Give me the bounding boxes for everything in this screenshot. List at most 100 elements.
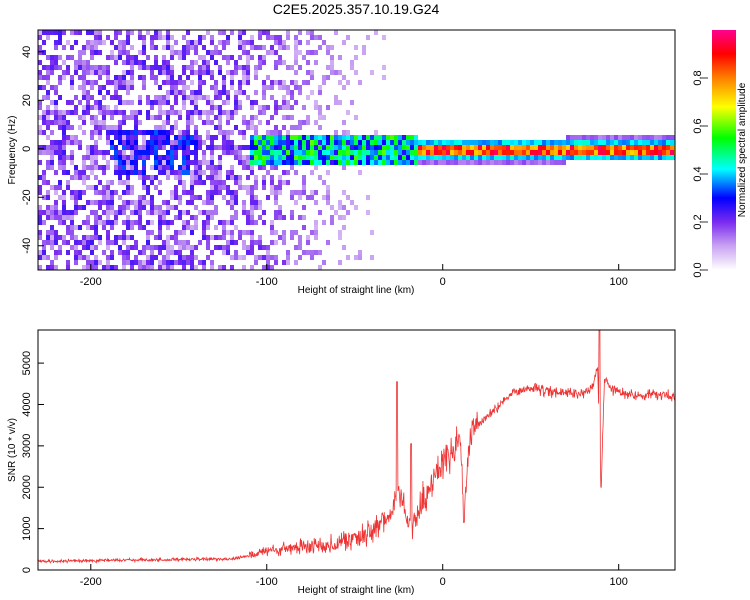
spectrogram-cell — [138, 35, 142, 40]
spectrogram-cell — [222, 135, 226, 140]
spectrogram-cell — [370, 160, 374, 165]
spectrogram-cell — [74, 60, 78, 65]
spectrogram-cell — [298, 155, 302, 160]
spectrogram-cell — [246, 245, 250, 250]
spectrogram-cell — [246, 120, 250, 125]
spectrogram-cell — [386, 150, 390, 155]
spectrogram-cell — [218, 95, 222, 100]
spectrogram-cell — [70, 80, 74, 85]
spectrogram-cell — [266, 245, 270, 250]
spectrogram-cell — [198, 55, 202, 60]
spectrogram-cell — [366, 140, 370, 145]
spectrogram-cell — [390, 140, 394, 145]
spectrogram-cell — [126, 140, 130, 145]
spectrogram-cell — [294, 125, 298, 130]
spectrogram-cell — [290, 150, 294, 155]
spectrogram-cell — [166, 255, 170, 260]
spectrogram-cell — [290, 95, 294, 100]
spectrogram-cell — [326, 155, 330, 160]
spectrogram-cell — [174, 90, 178, 95]
spectrogram-cell — [310, 250, 314, 255]
spectrogram-cell — [538, 150, 542, 155]
spectrogram-cell — [282, 100, 286, 105]
spectrogram-cell — [46, 235, 50, 240]
spectrogram-cell — [162, 35, 166, 40]
spectrogram-cell — [114, 105, 118, 110]
spectrogram-cell — [510, 150, 514, 155]
spectrogram-cell — [170, 70, 174, 75]
spectrogram-cell — [90, 245, 94, 250]
spectrogram-cell — [250, 45, 254, 50]
spectrogram-cell — [286, 65, 290, 70]
spectrogram-cell — [202, 170, 206, 175]
spectrogram-cell — [182, 95, 186, 100]
spectrogram-cell — [118, 45, 122, 50]
spectrogram-cell — [298, 135, 302, 140]
spectrogram-cell — [298, 150, 302, 155]
spectrogram-cell — [254, 100, 258, 105]
spectrogram-cell — [146, 220, 150, 225]
spectrogram-cell — [370, 255, 374, 260]
spectrogram-cell — [66, 40, 70, 45]
spectrogram-cell — [154, 80, 158, 85]
spectrogram-cell — [66, 265, 70, 270]
spectrogram-cell — [450, 145, 454, 150]
spectrogram-cell — [186, 160, 190, 165]
spectrogram-cell — [258, 200, 262, 205]
spectrogram-cell — [90, 115, 94, 120]
spectrogram-cell — [334, 145, 338, 150]
spectrogram-cell — [46, 65, 50, 70]
spectrogram-cell — [170, 35, 174, 40]
spectrogram-cell — [170, 45, 174, 50]
spectrogram-cell — [162, 245, 166, 250]
spectrogram-cell — [86, 165, 90, 170]
spectrogram-cell — [266, 105, 270, 110]
spectrogram-cell — [274, 215, 278, 220]
spectrogram-cell — [538, 145, 542, 150]
spectrogram-cell — [466, 150, 470, 155]
spectrogram-cell — [546, 155, 550, 160]
spectrogram-cell — [282, 155, 286, 160]
spectrogram-cell — [170, 265, 174, 270]
spectrogram-cell — [254, 175, 258, 180]
spectrogram-cell — [162, 265, 166, 270]
spectrogram-cell — [190, 265, 194, 270]
spectrogram-cell — [142, 140, 146, 145]
spectrogram-cell — [82, 265, 86, 270]
spectrogram-cell — [210, 70, 214, 75]
spectrogram-cell — [82, 190, 86, 195]
spectrogram-cell — [74, 135, 78, 140]
spectrogram-cell — [258, 155, 262, 160]
spectrogram-cell — [330, 70, 334, 75]
spectrogram-cell — [182, 70, 186, 75]
spectrogram-cell — [170, 150, 174, 155]
spectrogram-cell — [302, 160, 306, 165]
spectrogram-cell — [86, 150, 90, 155]
spectrogram-cell — [358, 160, 362, 165]
spectrogram-cell — [226, 110, 230, 115]
spectrogram-cell — [154, 175, 158, 180]
spectrogram-cell — [166, 200, 170, 205]
spectrogram-cell — [550, 160, 554, 165]
spectrogram-cell — [150, 70, 154, 75]
spectrogram-cell — [118, 30, 122, 35]
spectrogram-cell — [530, 145, 534, 150]
spectrogram-cell — [66, 250, 70, 255]
spectrogram-cell — [42, 110, 46, 115]
spectrogram-cell — [130, 170, 134, 175]
spectrogram-cell — [46, 55, 50, 60]
spectrogram-cell — [282, 105, 286, 110]
spectrogram-cell — [386, 160, 390, 165]
spectrogram-cell — [302, 140, 306, 145]
spectrogram-cell — [166, 260, 170, 265]
spectrogram-cell — [194, 160, 198, 165]
spectrogram-cell — [274, 200, 278, 205]
spectrogram-cell — [402, 140, 406, 145]
spectrogram-cell — [354, 140, 358, 145]
spectrogram-cell — [306, 195, 310, 200]
spectrogram-cell — [458, 155, 462, 160]
spectrogram-cell — [326, 200, 330, 205]
spectrogram-cell — [90, 65, 94, 70]
spectrogram-cell — [534, 155, 538, 160]
spectrogram-cell — [126, 200, 130, 205]
